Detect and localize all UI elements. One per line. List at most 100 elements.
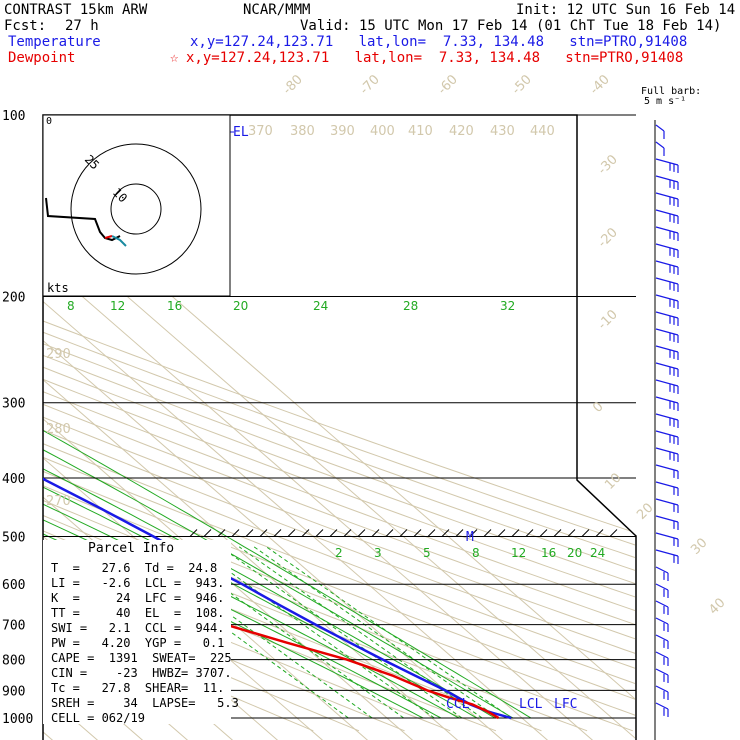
parcel-info-row: CIN = -23 HWBZ= 3707. (51, 666, 232, 680)
parcel-info-row: TT = 40 EL = 108. (51, 606, 224, 620)
lfc-marker: LFC (554, 697, 577, 712)
isotherm-line (43, 115, 389, 740)
temperature-legend: Temperature (8, 34, 101, 50)
wind-barb (655, 583, 669, 591)
dry-adiabat-line (43, 115, 635, 732)
hatch-mark (581, 529, 590, 537)
isotherm-label: 10 (602, 471, 624, 493)
wind-barb (655, 362, 679, 370)
mixing-ratio-line (194, 546, 435, 719)
pressure-tick-label: 300 (2, 397, 25, 412)
mixing-ratio-label: 2 (335, 546, 343, 560)
isotherm-label: 30 (688, 536, 710, 558)
theta-label: 400 (370, 124, 395, 139)
dry-adiabat-line (43, 115, 635, 732)
hatch-mark (539, 529, 548, 537)
center-name: NCAR/MMM (243, 2, 311, 18)
pressure-tick-label: 900 (2, 684, 25, 699)
moist-adiabat-label: 32 (500, 299, 515, 313)
hatch-mark (399, 529, 408, 537)
pressure-tick-label: 500 (2, 530, 25, 545)
wind-barb (655, 243, 679, 251)
dry-adiabat-line (43, 115, 635, 732)
wind-barb (655, 515, 679, 523)
hodograph-ring (70, 143, 202, 275)
moist-adiabat-line (43, 268, 514, 719)
lcl-marker: LCL (519, 697, 543, 712)
hodograph-trace (45, 197, 121, 242)
theta-label: 430 (490, 124, 515, 139)
wind-barb (655, 685, 669, 693)
theta-label: 390 (330, 124, 355, 139)
isotherm-label: -70 (357, 72, 383, 98)
hatch-mark (259, 529, 268, 537)
isotherm-label: 0 (590, 399, 606, 415)
wind-barb (655, 651, 669, 659)
hatch-mark (511, 529, 520, 537)
isotherm-line (43, 115, 614, 740)
hatch-mark (427, 529, 436, 537)
wind-barb (655, 141, 665, 149)
theta-label: 380 (290, 124, 315, 139)
parcel-info-title: Parcel Info (88, 541, 174, 556)
hatch-mark (245, 529, 254, 537)
hatch-mark (203, 529, 212, 537)
wind-barb (655, 396, 679, 404)
moist-adiabat-label: 28 (403, 299, 418, 313)
wind-barb (655, 260, 679, 268)
barb-legend-line2: 5 m s⁻¹ (644, 96, 686, 107)
mixing-ratio-label: 12 (511, 546, 526, 560)
moist-adiabat-label: 24 (313, 299, 328, 313)
hatch-mark (553, 529, 562, 537)
pressure-tick-label: 200 (2, 291, 25, 306)
wind-barb (655, 464, 679, 472)
dry-adiabat-line (43, 115, 635, 732)
wind-barb (655, 311, 679, 319)
hatch-mark (469, 529, 478, 537)
dry-adiabat-line (43, 115, 405, 732)
hatch-mark (525, 529, 534, 537)
dewpoint-legend: Dewpoint (8, 50, 76, 66)
hatch-mark (595, 529, 604, 537)
hatch-mark (273, 529, 282, 537)
dry-adiabat-line (43, 115, 360, 732)
hodograph-segment (104, 235, 113, 239)
wind-barb (655, 345, 679, 353)
wind-barb (655, 600, 669, 608)
hatch-mark (315, 529, 324, 537)
wind-barb (655, 481, 679, 489)
isotherm-line (43, 115, 569, 740)
mixing-ratio-line (253, 546, 499, 719)
hatch-mark (217, 529, 226, 537)
init-time: Init: 12 UTC Sun 16 Feb 14 (516, 2, 736, 18)
wind-barb (655, 566, 669, 574)
dry-adiabat-line (43, 115, 635, 732)
hodograph-segment (111, 235, 127, 247)
wind-barb (655, 226, 679, 234)
pressure-tick-label: 1000 (2, 712, 33, 727)
dry-adiabat-line (43, 115, 635, 732)
theta-label: 370 (248, 124, 273, 139)
wind-barb (655, 413, 679, 421)
parcel-info-row: SWI = 2.1 CCL = 944. (51, 621, 224, 635)
theta-label: 280 (46, 422, 71, 437)
hodograph-corner-label: 0 (46, 116, 52, 127)
dewpoint-location: x,y=127.24,123.71 lat,lon= 7.33, 134.48 … (186, 50, 684, 66)
isotherm-label: -10 (595, 307, 621, 333)
dry-adiabat-line (43, 115, 635, 732)
valid-time: Valid: 15 UTC Mon 17 Feb 14 (01 ChT Tue … (300, 18, 722, 34)
hatch-mark (609, 529, 618, 537)
isotherm-label: 20 (634, 501, 656, 523)
pressure-tick-label: 600 (2, 578, 25, 593)
hatch-mark (441, 529, 450, 537)
hatch-mark (343, 529, 352, 537)
parcel-info-row: PW = 4.20 YGP = 0.1 (51, 636, 224, 650)
wind-barb (655, 328, 679, 336)
dry-adiabat-line (43, 115, 635, 732)
hatch-mark (287, 529, 296, 537)
pressure-tick-label: 100 (2, 109, 25, 124)
pressure-tick-label: 700 (2, 619, 25, 634)
mixing-ratio-label: 24 (590, 546, 605, 560)
hodograph-ring (110, 183, 162, 235)
moist-adiabat-label: 20 (233, 299, 248, 313)
